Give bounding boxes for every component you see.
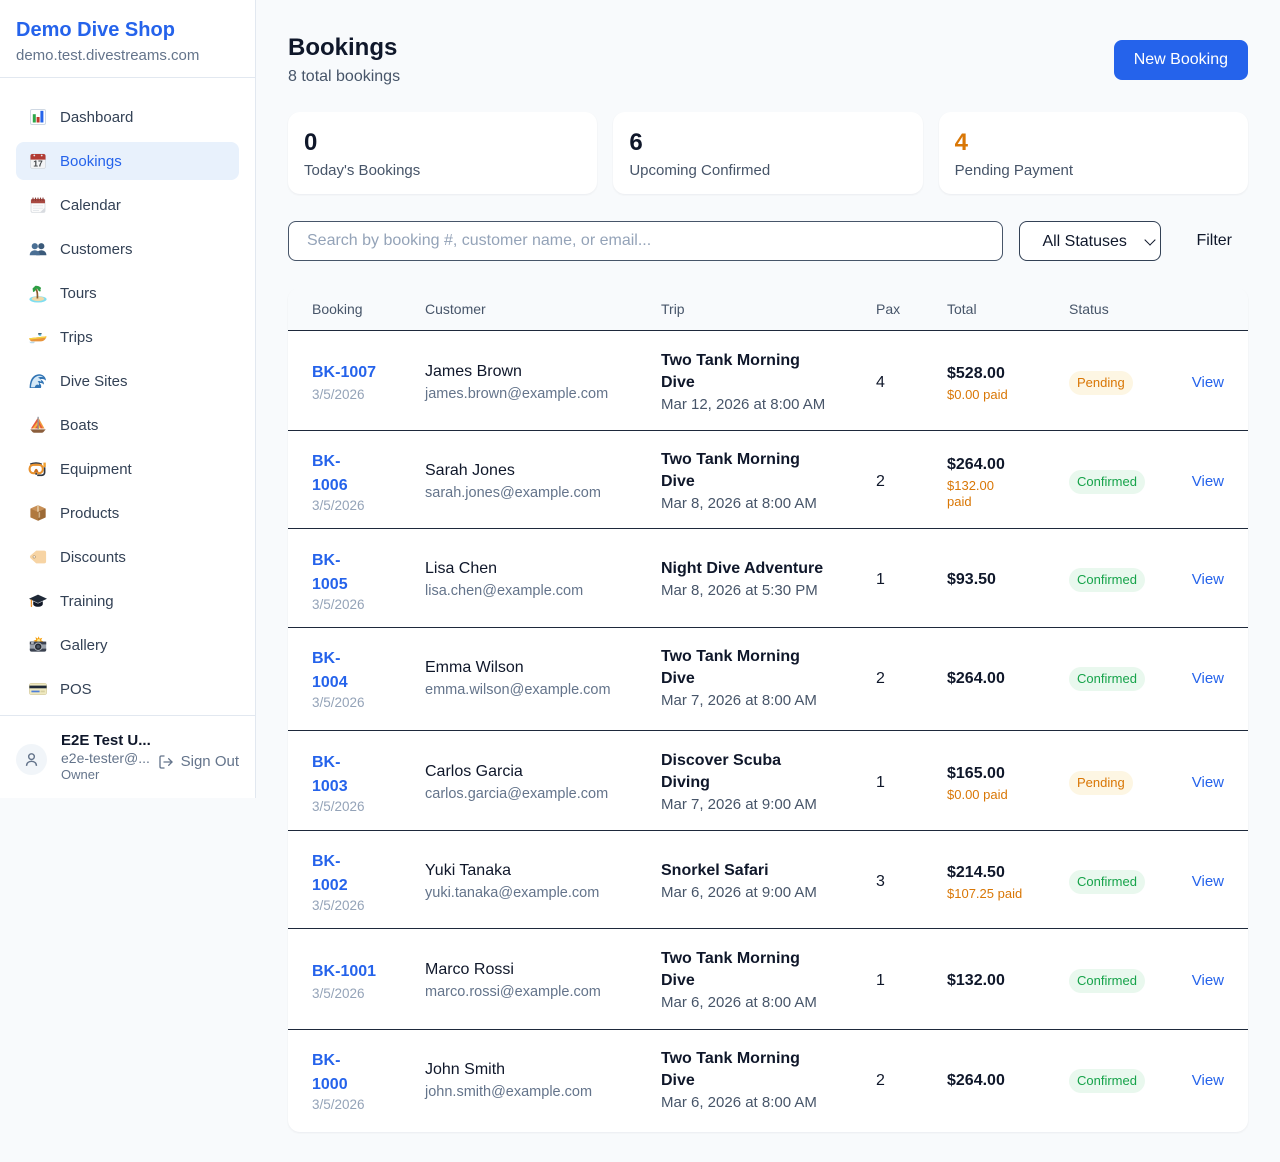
svg-text:17: 17 <box>33 159 43 169</box>
